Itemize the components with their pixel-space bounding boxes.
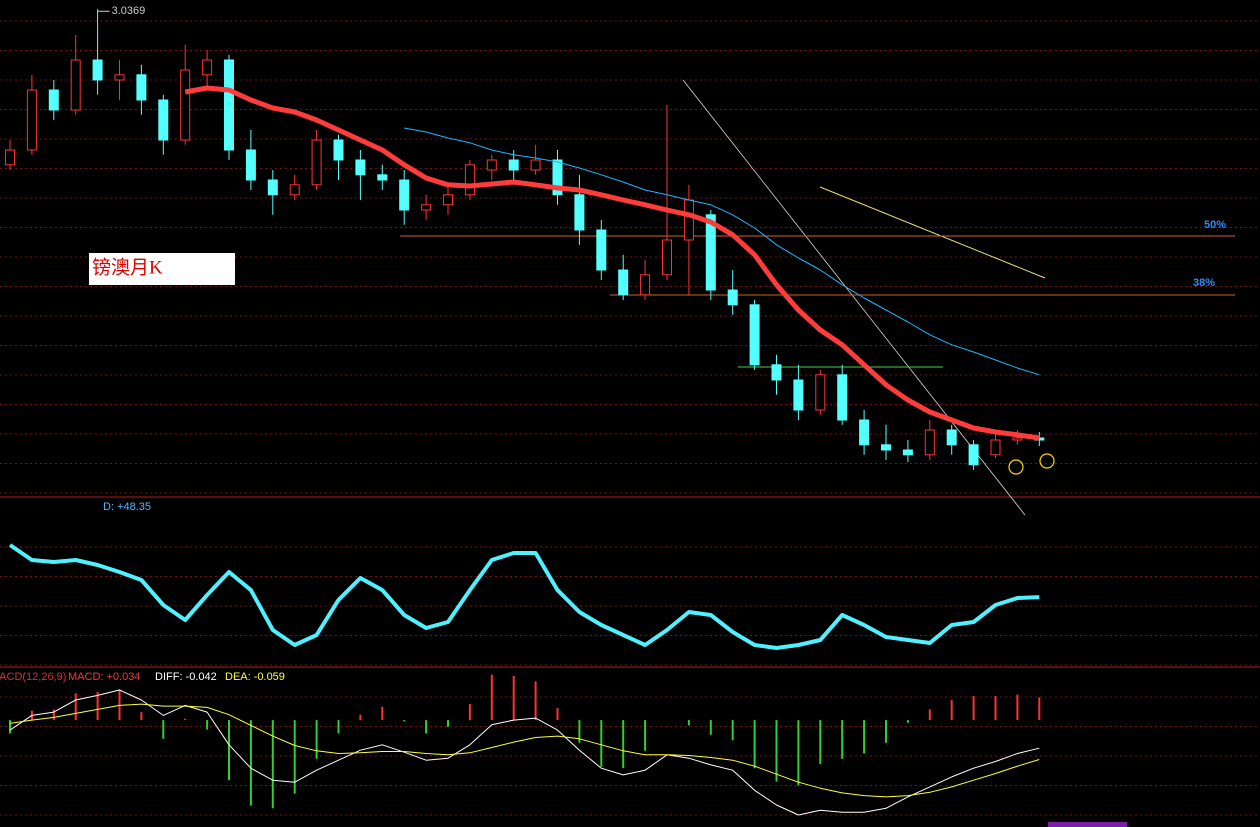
candle-body xyxy=(443,194,453,206)
candle-body xyxy=(640,274,651,296)
candle-body xyxy=(202,59,213,76)
indicator-label: D: +48.35 xyxy=(103,501,151,513)
candle-body xyxy=(92,59,103,81)
candle-body xyxy=(267,179,278,196)
indicator-label: DEA: -0.059 xyxy=(225,671,285,683)
candle-body xyxy=(355,159,366,176)
title-box xyxy=(89,253,235,285)
candle-body xyxy=(48,89,59,111)
trend-line xyxy=(819,186,1046,279)
candle-body xyxy=(968,444,979,466)
candle-body xyxy=(859,419,870,446)
fib-label: 50% xyxy=(1204,219,1226,231)
candle-body xyxy=(180,69,191,141)
candle-body xyxy=(530,159,541,171)
indicator-label: MACD: +0.034 xyxy=(68,671,140,683)
trend-line xyxy=(682,79,1026,516)
candle-body xyxy=(114,74,125,81)
high-label: 3.0369 xyxy=(112,5,146,17)
candle-body xyxy=(662,239,672,276)
candle-body xyxy=(793,379,804,411)
candle-body xyxy=(924,429,935,456)
candle-body xyxy=(727,289,738,306)
candle-body xyxy=(946,429,957,446)
candle-body xyxy=(70,59,81,111)
line-series xyxy=(404,127,1040,376)
candle-body xyxy=(837,374,848,421)
candle-body xyxy=(224,59,234,151)
candle-body xyxy=(311,139,322,186)
candle-body xyxy=(705,214,716,291)
candle-body xyxy=(377,174,388,181)
candle-body xyxy=(5,149,15,166)
candle-body xyxy=(158,99,169,141)
candle-body xyxy=(333,139,344,161)
candle-body xyxy=(245,149,256,181)
candle-body xyxy=(26,89,37,151)
candle-body xyxy=(486,159,497,171)
candle-body xyxy=(421,204,432,211)
candle-body xyxy=(552,159,563,196)
candle-body xyxy=(596,229,607,271)
marker-circle xyxy=(1039,453,1055,469)
scroll-bar xyxy=(1048,822,1127,827)
candle-body xyxy=(136,74,147,101)
candle-body xyxy=(881,444,891,451)
candle-body xyxy=(815,374,826,411)
marker-circle xyxy=(1008,459,1024,475)
candle-body xyxy=(618,269,629,296)
indicator-label: DIFF: -0.042 xyxy=(155,671,217,683)
candle-body xyxy=(749,304,760,366)
fib-label: 38% xyxy=(1193,277,1215,289)
candle-body xyxy=(464,164,475,196)
indicator-title: MACD(12,26,9) xyxy=(0,671,66,683)
marks: 3.0369 xyxy=(5,5,1045,816)
candle-body xyxy=(399,179,410,211)
line-series xyxy=(9,703,1040,798)
candle-body xyxy=(683,199,694,241)
candle-body xyxy=(289,184,300,196)
candle-body xyxy=(771,364,782,381)
line-series xyxy=(9,689,1040,816)
line-series xyxy=(184,85,1040,441)
candle-body xyxy=(990,439,1001,456)
candle-body xyxy=(574,194,585,231)
candle-body xyxy=(508,159,519,171)
chart-title: 镑澳月K xyxy=(92,256,163,278)
candle-body xyxy=(902,449,913,456)
candle-body xyxy=(1012,437,1023,441)
line-series xyxy=(8,543,1040,650)
